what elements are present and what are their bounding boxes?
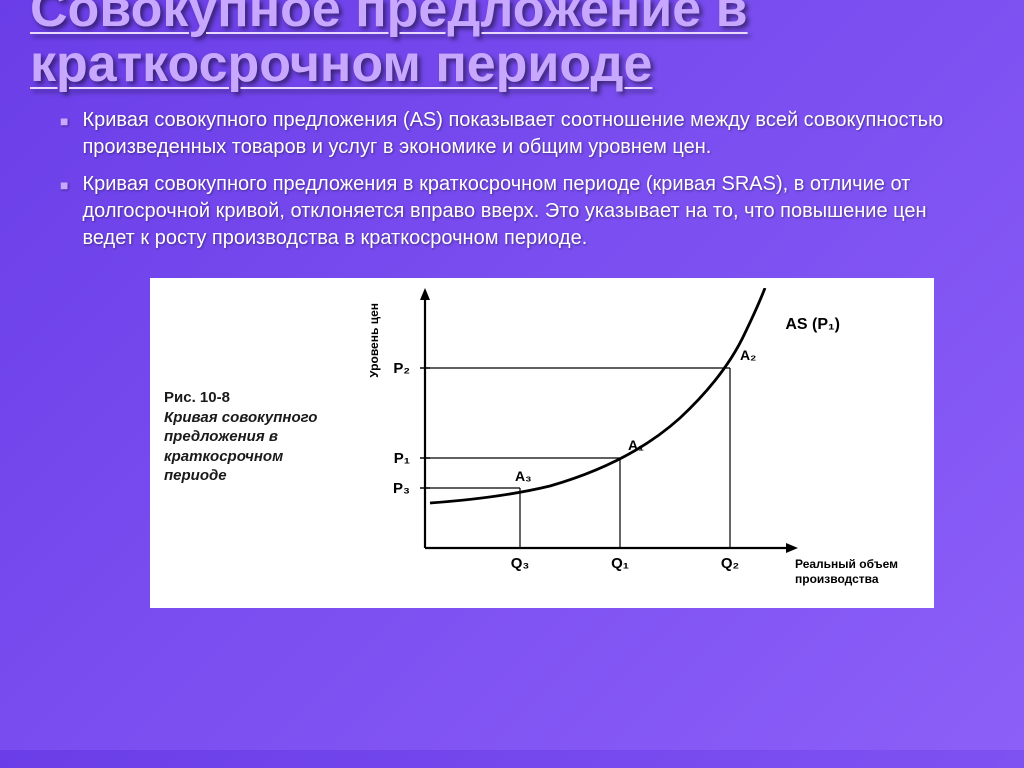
chart-caption-title: Рис. 10-8 [164,388,344,408]
bullet-text: Кривая совокупного предложения в краткос… [82,171,974,252]
bullet-marker-icon: ■ [60,176,68,252]
x-axis-label-line2: производства [795,572,879,586]
y-axis-label: Уровень цен [370,303,381,378]
x-tick-label: Q₂ [721,555,739,572]
x-axis-arrow-icon [786,543,798,553]
point-label: A₂ [740,347,756,363]
bullet-text: Кривая совокупного предложения (AS) пока… [82,107,974,161]
x-axis-label-line1: Реальный объем [795,557,898,571]
as-curve [430,288,765,503]
bullet-list: ■ Кривая совокупного предложения (AS) по… [0,99,1024,270]
y-tick-label: P₃ [393,480,410,497]
page-title: Совокупное предложение в краткосрочном п… [0,0,1024,99]
chart-area: P₂ P₁ P₃ Q₃ Q₁ Q₂ A₂ A₁ A₃ [370,288,910,598]
curve-label: AS (P₁) [785,316,840,334]
bullet-item: ■ Кривая совокупного предложения (AS) по… [60,107,974,161]
as-curve-chart: P₂ P₁ P₃ Q₃ Q₁ Q₂ A₂ A₁ A₃ [370,288,910,598]
chart-caption-subtitle: Кривая совокупного предложения в краткос… [164,408,344,486]
y-axis-arrow-icon [420,288,430,300]
bullet-item: ■ Кривая совокупного предложения в кратк… [60,171,974,252]
y-tick-label: P₂ [393,360,410,377]
y-tick-label: P₁ [394,450,410,467]
chart-caption: Рис. 10-8 Кривая совокупного предложения… [164,388,344,486]
point-label: A₃ [515,468,532,484]
x-tick-label: Q₁ [611,555,629,572]
x-tick-label: Q₃ [511,555,530,572]
chart-container: Рис. 10-8 Кривая совокупного предложения… [150,278,934,608]
point-label: A₁ [628,437,644,453]
bullet-marker-icon: ■ [60,112,68,161]
